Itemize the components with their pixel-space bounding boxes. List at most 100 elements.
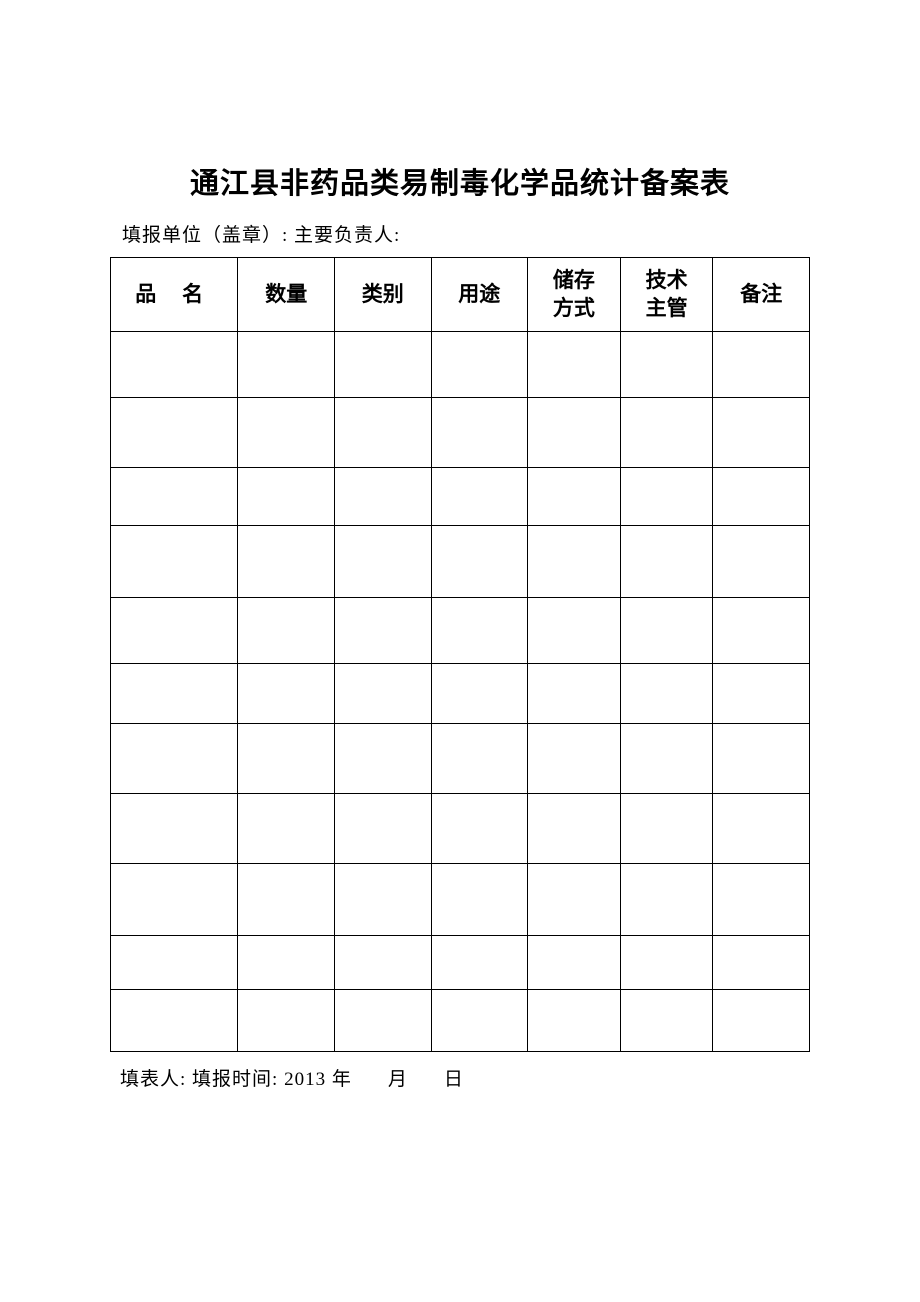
cell	[620, 598, 713, 664]
cell	[620, 794, 713, 864]
page-title: 通江县非药品类易制毒化学品统计备案表	[110, 160, 810, 202]
cell	[238, 864, 335, 936]
table-row	[111, 864, 810, 936]
cell	[111, 724, 238, 794]
table-row	[111, 398, 810, 468]
cell	[334, 724, 431, 794]
cell	[528, 724, 621, 794]
cell	[238, 664, 335, 724]
cell	[334, 398, 431, 468]
day-unit: 日	[444, 1069, 464, 1090]
cell	[238, 468, 335, 526]
cell	[528, 598, 621, 664]
cell	[334, 990, 431, 1052]
cell	[111, 664, 238, 724]
cell	[431, 794, 528, 864]
year-unit: 年	[332, 1069, 352, 1090]
cell	[238, 724, 335, 794]
cell	[334, 598, 431, 664]
cell	[620, 936, 713, 990]
cell	[431, 990, 528, 1052]
cell	[431, 332, 528, 398]
cell	[528, 864, 621, 936]
cell	[713, 332, 810, 398]
cell	[528, 468, 621, 526]
cell	[713, 864, 810, 936]
table-row	[111, 598, 810, 664]
cell	[238, 598, 335, 664]
table-header-row: 品 名 数量 类别 用途 储存方式 技术主管 备注	[111, 258, 810, 332]
cell	[620, 526, 713, 598]
cell	[111, 990, 238, 1052]
cell	[111, 598, 238, 664]
cell	[620, 990, 713, 1052]
cell	[713, 936, 810, 990]
table-row	[111, 990, 810, 1052]
cell	[713, 664, 810, 724]
cell	[528, 332, 621, 398]
cell	[431, 468, 528, 526]
cell	[431, 664, 528, 724]
table-row	[111, 468, 810, 526]
cell	[111, 794, 238, 864]
cell	[431, 526, 528, 598]
year-value: 2013	[284, 1069, 326, 1090]
cell	[334, 664, 431, 724]
cell	[713, 468, 810, 526]
reporting-unit-label: 填报单位（盖章）:	[122, 225, 288, 246]
col-header-category: 类别	[334, 258, 431, 332]
cell	[431, 724, 528, 794]
cell	[431, 864, 528, 936]
cell	[334, 526, 431, 598]
footer-line: 填表人: 填报时间: 2013 年 月 日	[110, 1064, 810, 1091]
header-line: 填报单位（盖章）: 主要负责人:	[110, 220, 810, 247]
cell	[431, 936, 528, 990]
cell	[620, 468, 713, 526]
cell	[238, 990, 335, 1052]
cell	[334, 332, 431, 398]
table-row	[111, 664, 810, 724]
col-header-storage: 储存方式	[528, 258, 621, 332]
cell	[713, 724, 810, 794]
table-row	[111, 936, 810, 990]
col-header-quantity: 数量	[238, 258, 335, 332]
cell	[334, 936, 431, 990]
cell	[334, 864, 431, 936]
filler-label: 填表人:	[120, 1069, 186, 1090]
cell	[528, 526, 621, 598]
cell	[620, 724, 713, 794]
month-unit: 月	[388, 1069, 408, 1090]
cell	[713, 526, 810, 598]
table-row	[111, 526, 810, 598]
cell	[528, 936, 621, 990]
cell	[620, 398, 713, 468]
cell	[111, 936, 238, 990]
cell	[431, 398, 528, 468]
cell	[528, 398, 621, 468]
cell	[111, 526, 238, 598]
cell	[620, 664, 713, 724]
table-row	[111, 794, 810, 864]
cell	[334, 468, 431, 526]
col-header-technical: 技术主管	[620, 258, 713, 332]
cell	[431, 598, 528, 664]
table-row	[111, 724, 810, 794]
cell	[238, 936, 335, 990]
cell	[713, 990, 810, 1052]
chemicals-table: 品 名 数量 类别 用途 储存方式 技术主管 备注	[110, 257, 810, 1052]
cell	[528, 990, 621, 1052]
col-header-usage: 用途	[431, 258, 528, 332]
responsible-person-label: 主要负责人:	[294, 225, 400, 246]
cell	[238, 526, 335, 598]
cell	[238, 398, 335, 468]
fill-time-label: 填报时间:	[192, 1069, 278, 1090]
cell	[238, 794, 335, 864]
table-body	[111, 332, 810, 1052]
cell	[111, 864, 238, 936]
cell	[111, 398, 238, 468]
cell	[528, 664, 621, 724]
cell	[713, 794, 810, 864]
col-header-notes: 备注	[713, 258, 810, 332]
table-row	[111, 332, 810, 398]
cell	[713, 398, 810, 468]
